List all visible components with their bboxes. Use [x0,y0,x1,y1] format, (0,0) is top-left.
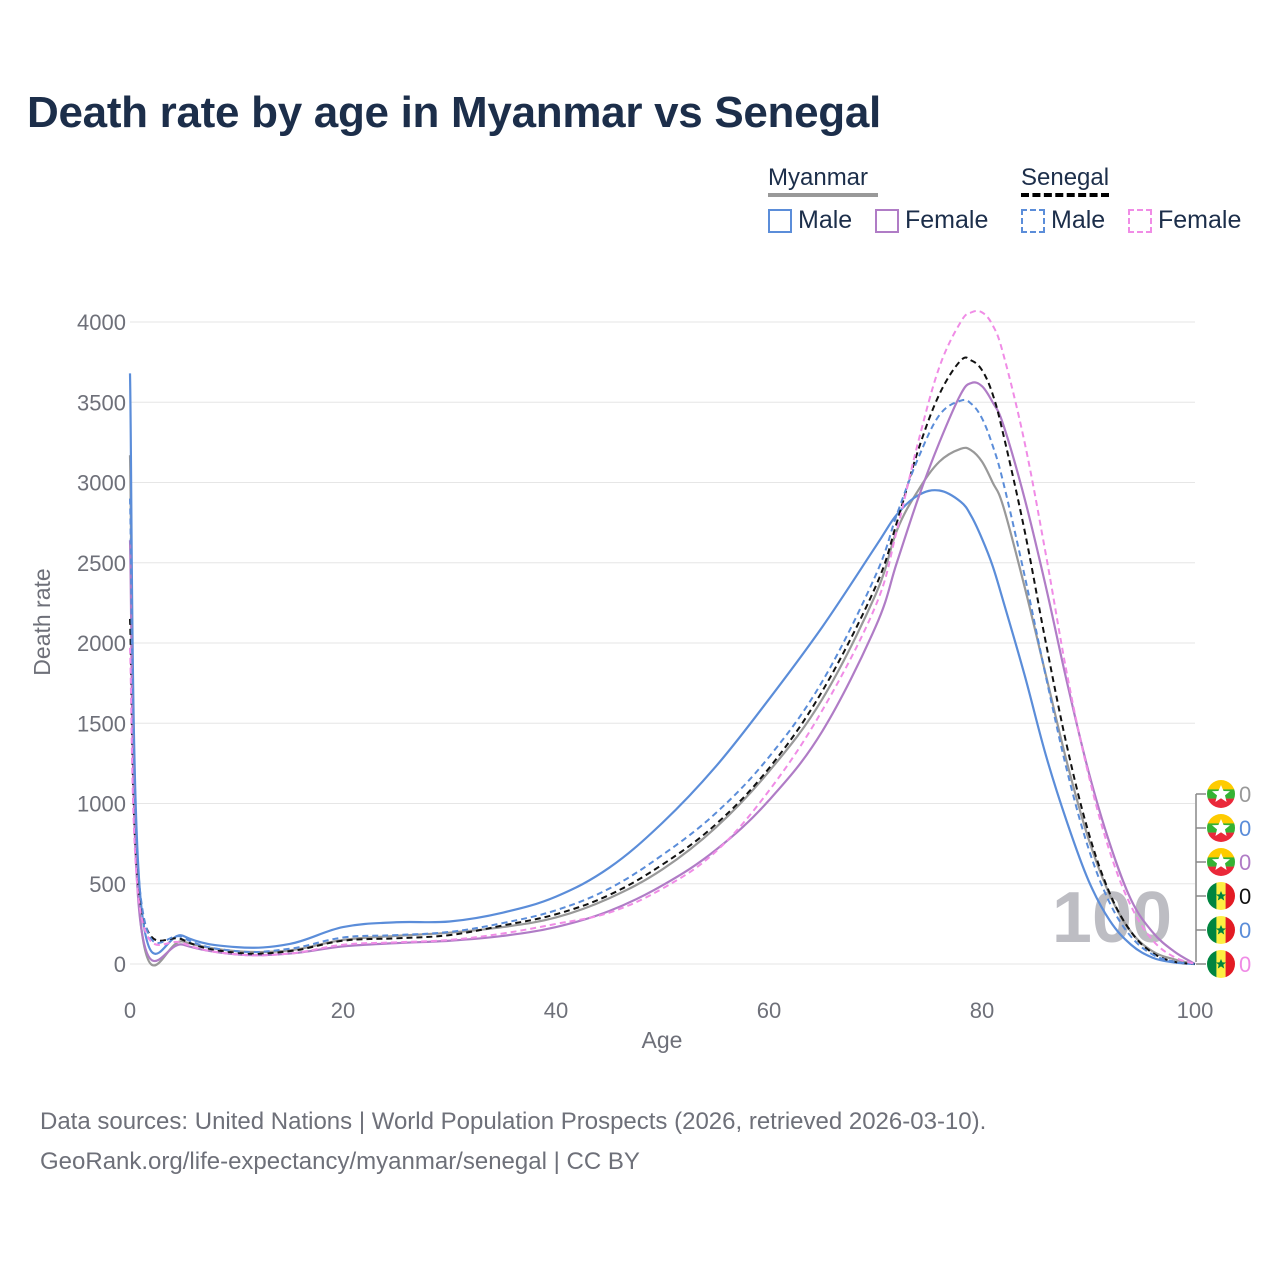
x-tick-label: 60 [757,998,781,1023]
y-tick-label: 3000 [77,471,126,496]
y-tick-label: 2000 [77,631,126,656]
y-tick-label: 1000 [77,792,126,817]
series-line-senegal-total[interactable] [129,356,1196,965]
y-tick-label: 500 [89,872,126,897]
y-tick-label: 1500 [77,711,126,736]
legend-label: Male [798,206,853,234]
end-value-label: 0 [1239,952,1251,977]
myanmar-flag-icon [1207,814,1235,842]
myanmar-flag-icon [1207,780,1235,808]
end-value-label: 0 [1239,816,1251,841]
legend-item-senegal-female[interactable]: Female [1128,206,1241,235]
end-value-label: 0 [1239,884,1251,909]
legend-swatch [875,208,899,233]
legend-swatch [1128,208,1152,233]
legend-item-senegal-male[interactable]: Male [1021,206,1105,235]
myanmar-flag-icon [1207,848,1235,876]
legend-group-title: Senegal [1021,164,1110,191]
x-axis-label: Age [642,1027,683,1053]
y-tick-label: 2500 [77,551,126,576]
legend-group-underline [1021,193,1109,197]
legend-item-myanmar-female[interactable]: Female [875,206,988,235]
chart-title: Death rate by age in Myanmar vs Senegal [27,88,881,137]
senegal-flag-icon [1207,882,1235,910]
legend-label: Female [905,206,989,234]
senegal-flag-icon [1207,916,1235,944]
x-tick-label: 40 [544,998,568,1023]
legend-swatch [768,208,792,233]
source-line-2[interactable]: GeoRank.org/life-expectancy/myanmar/sene… [40,1148,640,1175]
end-value-label: 0 [1239,850,1251,875]
legend-group-underline [768,193,878,197]
legend-group-senegal[interactable]: Senegal [1021,164,1109,197]
year-watermark: 100 [1052,878,1172,958]
series-line-myanmar-total[interactable] [128,446,1196,967]
senegal-flag-icon [1207,950,1235,978]
legend-group-myanmar[interactable]: Myanmar [768,164,878,197]
series-line-senegal-female[interactable] [129,309,1196,965]
end-value-label: 0 [1239,918,1251,943]
series-line-senegal-male[interactable] [129,398,1196,965]
source-line-1: Data sources: United Nations | World Pop… [40,1108,987,1135]
legend-swatch [1021,208,1045,233]
series-line-myanmar-male[interactable] [128,373,1196,966]
legend-group-title: Myanmar [768,164,869,191]
y-tick-label: 3500 [77,390,126,415]
legend-label: Female [1158,206,1242,234]
y-tick-label: 0 [114,952,126,977]
legend-item-myanmar-male[interactable]: Male [768,206,852,235]
x-tick-label: 100 [1177,998,1214,1023]
legend-label: Male [1051,206,1106,234]
end-value-label: 0 [1239,782,1251,807]
series-line-myanmar-female[interactable] [128,381,1196,965]
y-tick-label: 4000 [77,310,126,335]
x-tick-label: 20 [331,998,355,1023]
x-tick-label: 80 [970,998,994,1023]
y-axis-label: Death rate [29,568,55,675]
x-tick-label: 0 [124,998,136,1023]
